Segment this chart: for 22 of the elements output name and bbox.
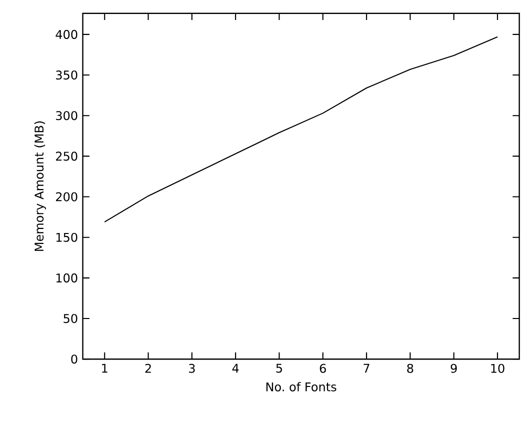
x-tick-label: 10	[491, 364, 504, 373]
y-tick-label: 100	[56, 273, 78, 283]
x-tick-label: 1	[102, 364, 108, 373]
y-tick-label: 250	[56, 152, 78, 161]
x-tick-label: 2	[145, 364, 151, 373]
y-tick-label: 150	[56, 232, 78, 242]
x-tick-label: 4	[232, 364, 239, 373]
y-tick-label: 300	[56, 111, 78, 120]
y-tick-label: 0	[71, 354, 78, 364]
y-axis-title: Memory Amount (MB)	[34, 121, 46, 251]
y-tick-label: 200	[56, 192, 78, 202]
x-tick-label: 5	[276, 364, 282, 373]
x-tick-label: 8	[407, 364, 414, 373]
x-tick-label: 6	[320, 364, 326, 373]
line-series	[104, 36, 498, 223]
x-tick-label: 9	[450, 364, 457, 373]
x-axis-title: No. of Fonts	[266, 382, 336, 392]
y-tick-label: 400	[56, 30, 78, 40]
x-tick-label: 3	[189, 364, 195, 373]
x-tick-label: 7	[364, 364, 370, 373]
y-tick-label: 50	[64, 314, 78, 324]
y-tick-label: 350	[56, 70, 78, 80]
